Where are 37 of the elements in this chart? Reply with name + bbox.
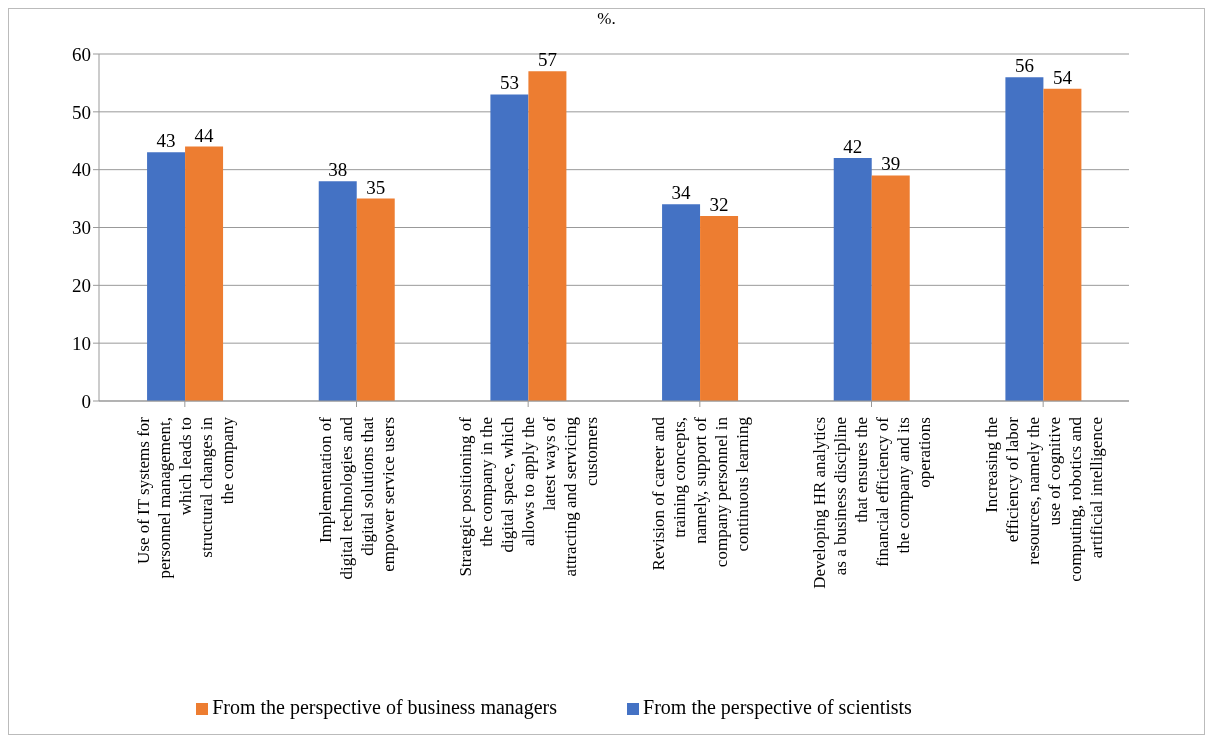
chart-title: %.	[596, 9, 617, 29]
bar	[528, 71, 567, 401]
y-tick-label: 20	[72, 275, 91, 297]
x-tick-label: Developing HR analytics as a business discipline that ensures the financial efficiency of the company and its operations	[810, 416, 934, 589]
x-tick-label: Use of IT systems for personnel management, which leads to structural changes in the company	[133, 416, 237, 579]
data-label: 38	[328, 159, 348, 181]
y-tick-label: 30	[72, 217, 91, 239]
data-label: 39	[881, 153, 901, 175]
legend-label: From the perspective of scientists	[643, 696, 912, 718]
y-tick-label: 40	[72, 159, 91, 181]
data-label: 56	[1014, 55, 1034, 77]
data-label: 42	[843, 136, 863, 158]
y-tick-label: 10	[72, 332, 91, 354]
data-label: 34	[671, 182, 692, 204]
data-label: 57	[537, 49, 557, 71]
y-tick-label: 50	[72, 101, 91, 123]
bar	[490, 94, 529, 401]
data-label: 43	[156, 130, 176, 152]
legend-label: From the perspective of business managers	[212, 696, 558, 718]
y-tick-label: 0	[81, 390, 91, 412]
bar	[356, 198, 395, 401]
bar	[833, 158, 872, 401]
bar	[662, 204, 701, 401]
bar	[185, 146, 224, 401]
data-label: 32	[709, 193, 729, 215]
y-tick-label: 60	[72, 43, 91, 65]
x-tick-label: Strategic positioning of the company in the digital space, which allows to apply the latest ways of attracting and servicing customers	[456, 416, 602, 577]
bar	[147, 152, 186, 401]
bar	[871, 175, 910, 401]
data-label: 44	[194, 124, 215, 146]
bar	[1043, 88, 1082, 401]
data-label: 53	[499, 72, 519, 94]
bar	[700, 215, 739, 401]
data-label: 54	[1052, 66, 1073, 88]
data-label: 35	[366, 176, 386, 198]
bar	[1005, 77, 1044, 401]
bar	[318, 181, 357, 401]
